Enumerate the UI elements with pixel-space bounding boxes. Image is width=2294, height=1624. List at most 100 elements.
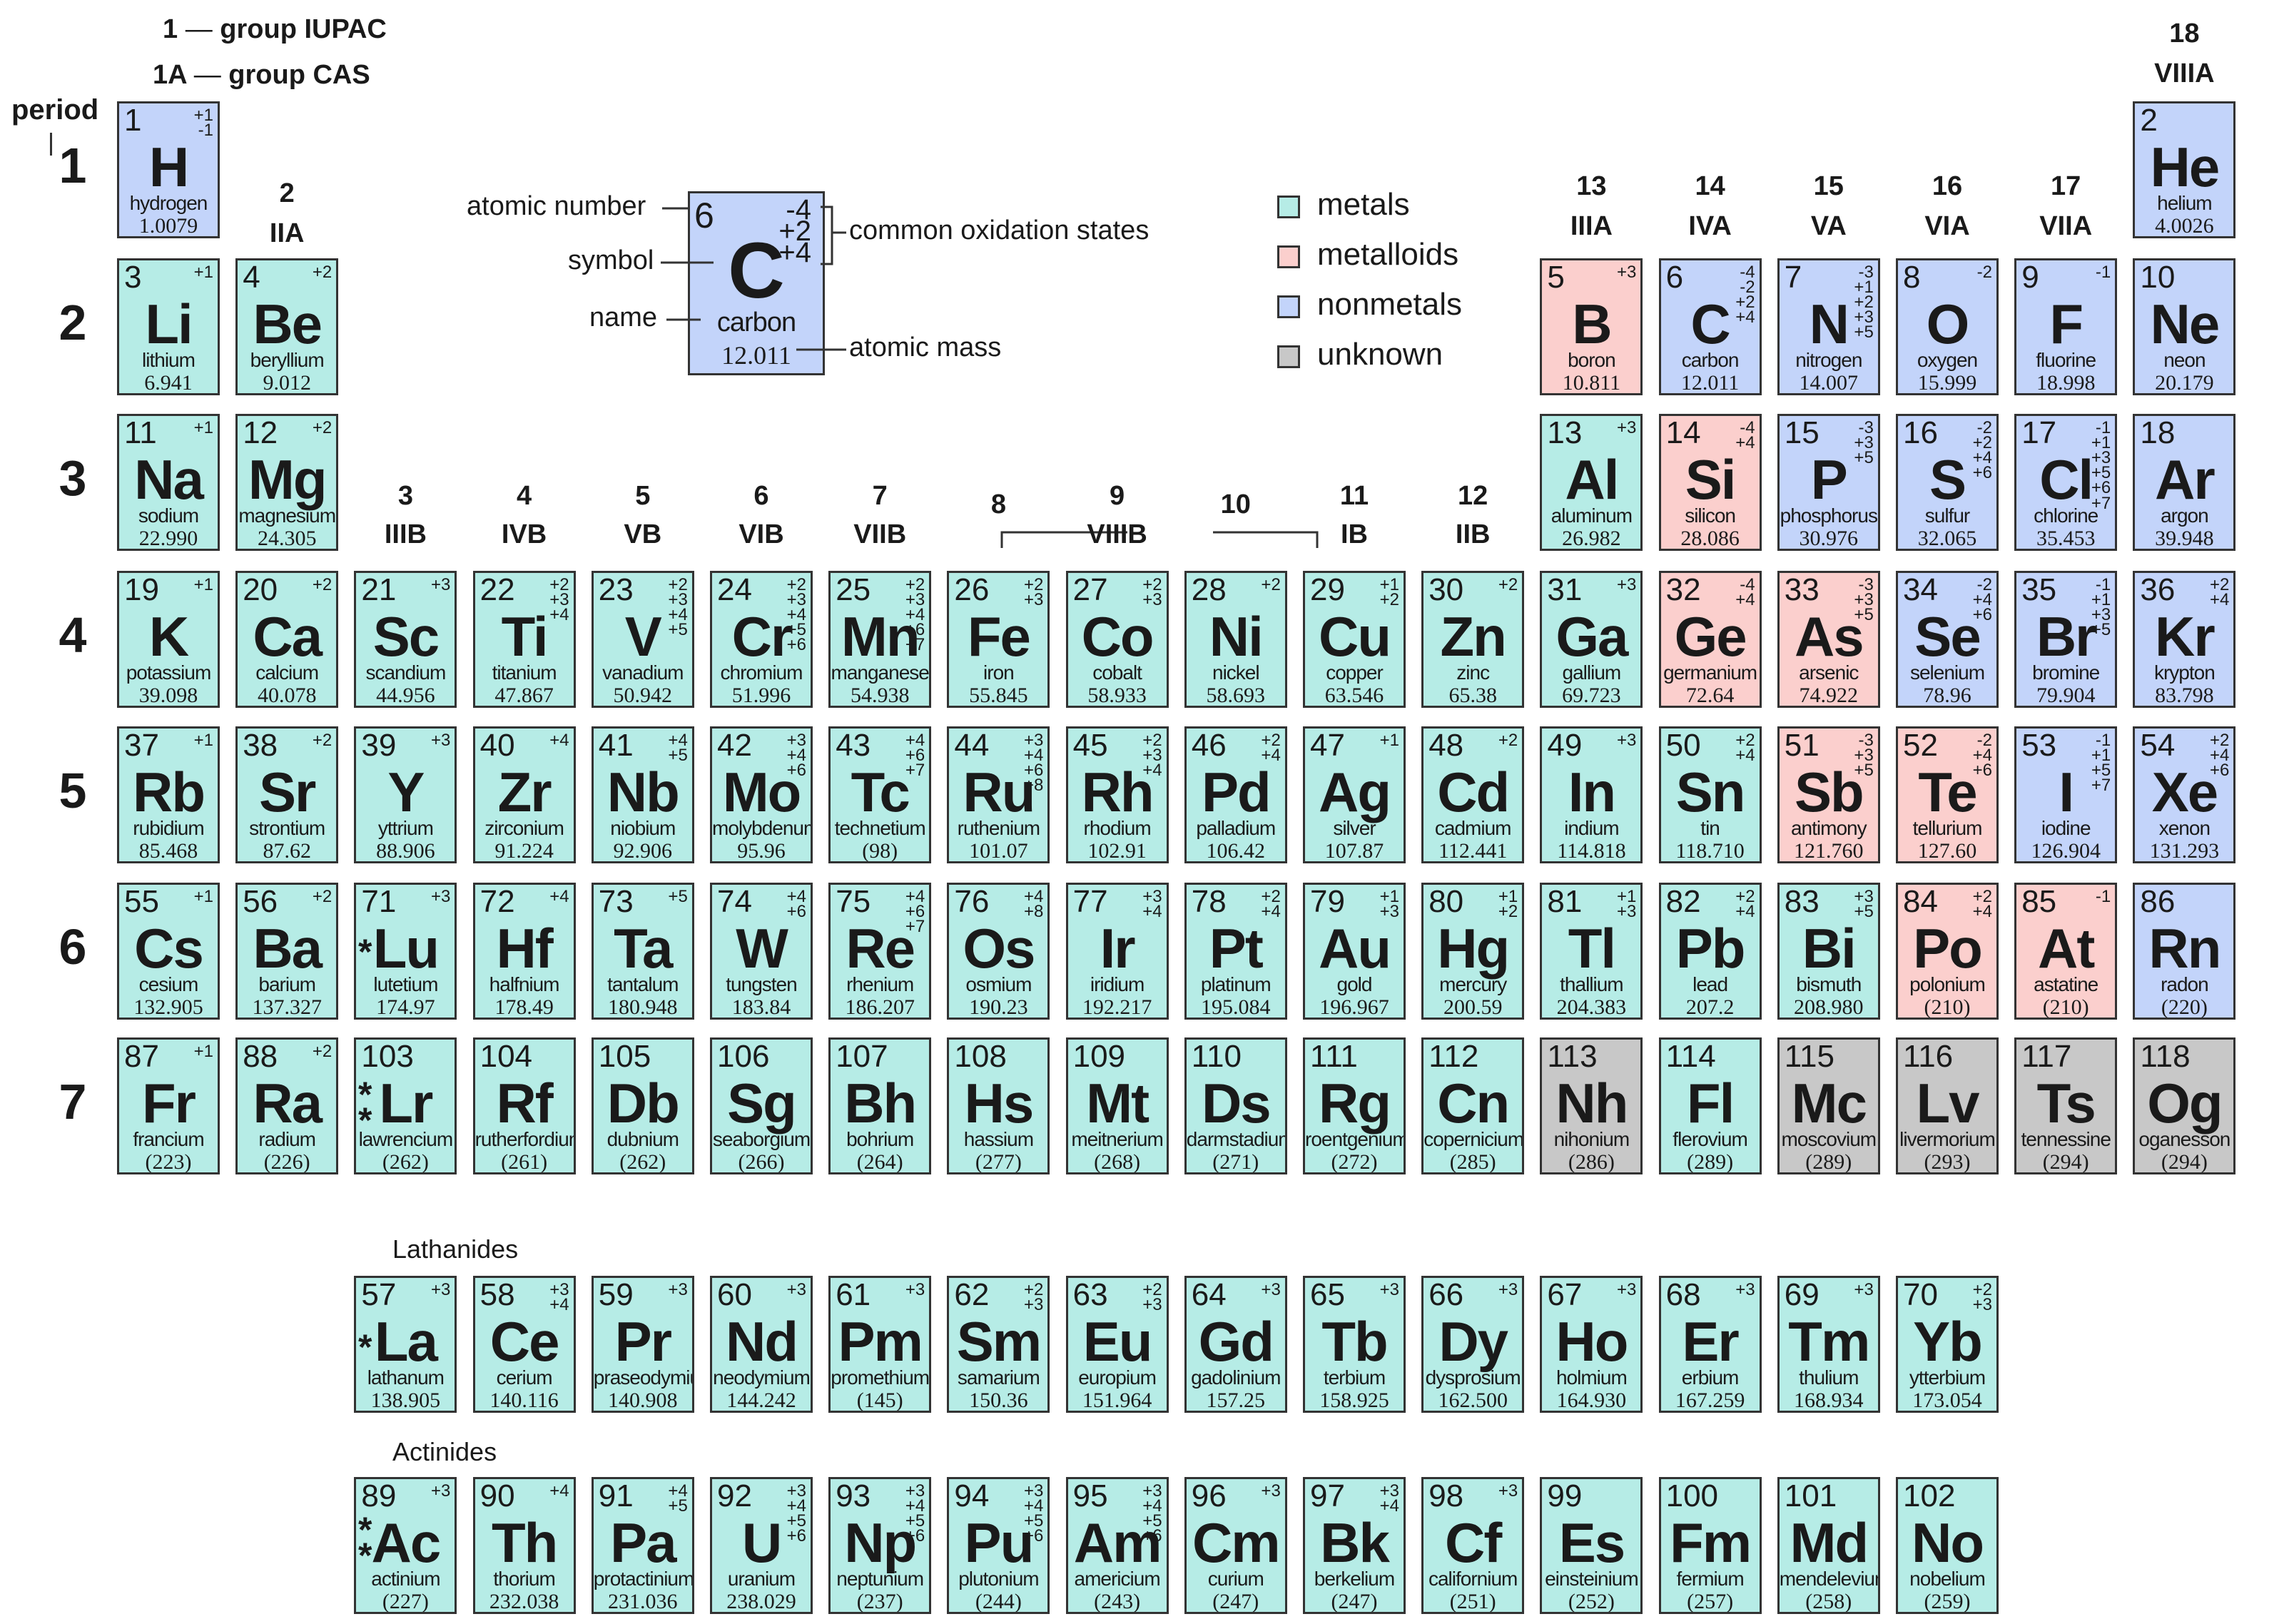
element-symbol: In [1568, 761, 1616, 823]
oxidation-states: +3 [668, 1280, 688, 1299]
oxidation-states: +2 +3 [1024, 1280, 1044, 1315]
atomic-number: 43 [836, 728, 871, 763]
element-name: iridium [1090, 973, 1145, 995]
element-name: chromium [720, 661, 803, 684]
atomic-number: 11 [124, 415, 157, 450]
atomic-number: 2 [2140, 103, 2158, 138]
element-symbol: Ca [253, 605, 323, 668]
atomic-number: 41 [598, 728, 634, 763]
oxidation-states: +3 [1617, 418, 1637, 437]
atomic-number: 93 [836, 1478, 871, 1513]
element-name: copper [1326, 661, 1384, 684]
element-cell-sn: 50 +2 +4 Sn tin 118.710 [1658, 726, 1762, 863]
element-symbol: Tm [1788, 1310, 1870, 1373]
atomic-number: 115 [1784, 1039, 1834, 1074]
element-name: sulfur [1924, 504, 1970, 527]
element-cell-ne: 10 Ne neon 20.179 [2133, 258, 2236, 395]
oxidation-states: +3 [1379, 1280, 1399, 1299]
oxidation-states: +1 [193, 575, 213, 594]
period-header: period [11, 94, 99, 126]
oxidation-states: +3 +4 [549, 1280, 569, 1315]
element-name: titanium [492, 661, 557, 684]
element-name: cesium [138, 973, 199, 995]
element-cell-np: 93 +3 +4 +5 +6 Np neptunium (237) [828, 1477, 932, 1614]
group-cas-18: VIIIA [2154, 59, 2215, 88]
oxidation-states: +3 +4 [1379, 1481, 1399, 1516]
element-name: neptunium [836, 1568, 924, 1590]
element-symbol: Pb [1675, 917, 1746, 980]
oxidation-states: +2 +3 +4 +5 [668, 575, 688, 640]
oxidation-states: +4 +5 [668, 731, 688, 766]
element-cell-rg: 111 Rg roentgenium (272) [1303, 1037, 1406, 1174]
atomic-mass: 131.293 [2149, 839, 2220, 863]
group-cas-4: IVB [501, 519, 547, 549]
element-cell-ba: 56 +2 Ba barium 137.327 [235, 883, 339, 1020]
element-symbol: Ag [1319, 761, 1391, 823]
element-name: selenium [1909, 661, 1985, 684]
atomic-mass: (247) [1331, 1590, 1378, 1613]
element-symbol: Nb [607, 761, 680, 823]
element-name: tungsten [726, 973, 797, 995]
atomic-number: 112 [1428, 1039, 1479, 1074]
element-symbol: La [374, 1310, 438, 1373]
cas-dash: — [193, 60, 229, 90]
group-cas-3: IIIB [384, 519, 427, 549]
oxidation-states: +5 [668, 887, 688, 906]
element-symbol: Rn [2148, 917, 2221, 980]
oxidation-states: +1 [1379, 731, 1399, 750]
oxidation-states: +3 [1617, 731, 1637, 750]
element-name: rhenium [846, 973, 914, 995]
atomic-number: 26 [954, 572, 990, 607]
atomic-mass: 162.500 [1438, 1389, 1508, 1412]
element-name: helium [2157, 192, 2212, 214]
atomic-mass: 196.967 [1319, 995, 1389, 1019]
element-symbol: Zr [497, 761, 552, 823]
element-name: beryllium [250, 349, 325, 371]
element-name: molybdenum [712, 817, 813, 839]
element-symbol: Bi [1802, 917, 1857, 980]
element-name: platinum [1200, 973, 1272, 995]
period-header-tick [50, 133, 52, 156]
element-name: thulium [1799, 1366, 1859, 1389]
element-symbol: Ge [1674, 605, 1747, 668]
atomic-mass: 4.0026 [2155, 214, 2214, 238]
atomic-mass: (264) [856, 1150, 903, 1174]
atomic-number: 113 [1547, 1039, 1598, 1074]
atomic-mass: 204.383 [1556, 995, 1627, 1019]
atomic-mass: 39.948 [2155, 527, 2214, 550]
atomic-mass: 183.84 [731, 995, 791, 1019]
atomic-mass: 180.948 [608, 995, 678, 1019]
oxidation-states: +3 [431, 575, 451, 594]
element-cell-po: 84 +2 +4 Po polonium (210) [1896, 883, 1999, 1020]
element-symbol: Se [1914, 605, 1981, 668]
element-cell-hs: 108 Hs hassium (277) [947, 1037, 1050, 1174]
oxidation-states: -3 +3 +5 [1854, 731, 1874, 781]
group-cas-7: VIIB [853, 519, 907, 549]
element-cell-mn: 25 +2 +3 +4 +6 +7 Mn manganese 54.938 [828, 571, 932, 708]
group-number-7: 7 [872, 481, 888, 511]
group-number-18: 18 [2169, 19, 2200, 49]
atomic-number: 22 [479, 572, 515, 607]
element-symbol: Cr [731, 605, 793, 668]
atomic-mass: 101.07 [969, 839, 1028, 863]
key-label-symbol: symbol [568, 245, 654, 275]
element-symbol: Be [253, 293, 323, 355]
element-cell-nh: 113 Nh nihonium (286) [1540, 1037, 1643, 1174]
atomic-mass: 22.990 [138, 527, 198, 550]
element-symbol: Pa [610, 1511, 676, 1574]
atomic-number: 88 [243, 1039, 278, 1074]
lanthanides-label: Lathanides [392, 1234, 519, 1264]
atomic-number: 97 [1310, 1478, 1345, 1513]
oxidation-states: +3 [431, 1481, 451, 1501]
element-symbol: Es [1558, 1511, 1625, 1574]
element-name: astatine [2034, 973, 2098, 995]
group-number-17: 17 [2051, 171, 2081, 201]
atomic-number: 8 [1903, 260, 1921, 295]
element-symbol: Mn [841, 605, 920, 668]
atomic-mass: 178.49 [494, 995, 554, 1019]
element-symbol: Dy [1438, 1310, 1508, 1373]
element-name: osmium [965, 973, 1032, 995]
atomic-mass: 195.084 [1201, 995, 1271, 1019]
